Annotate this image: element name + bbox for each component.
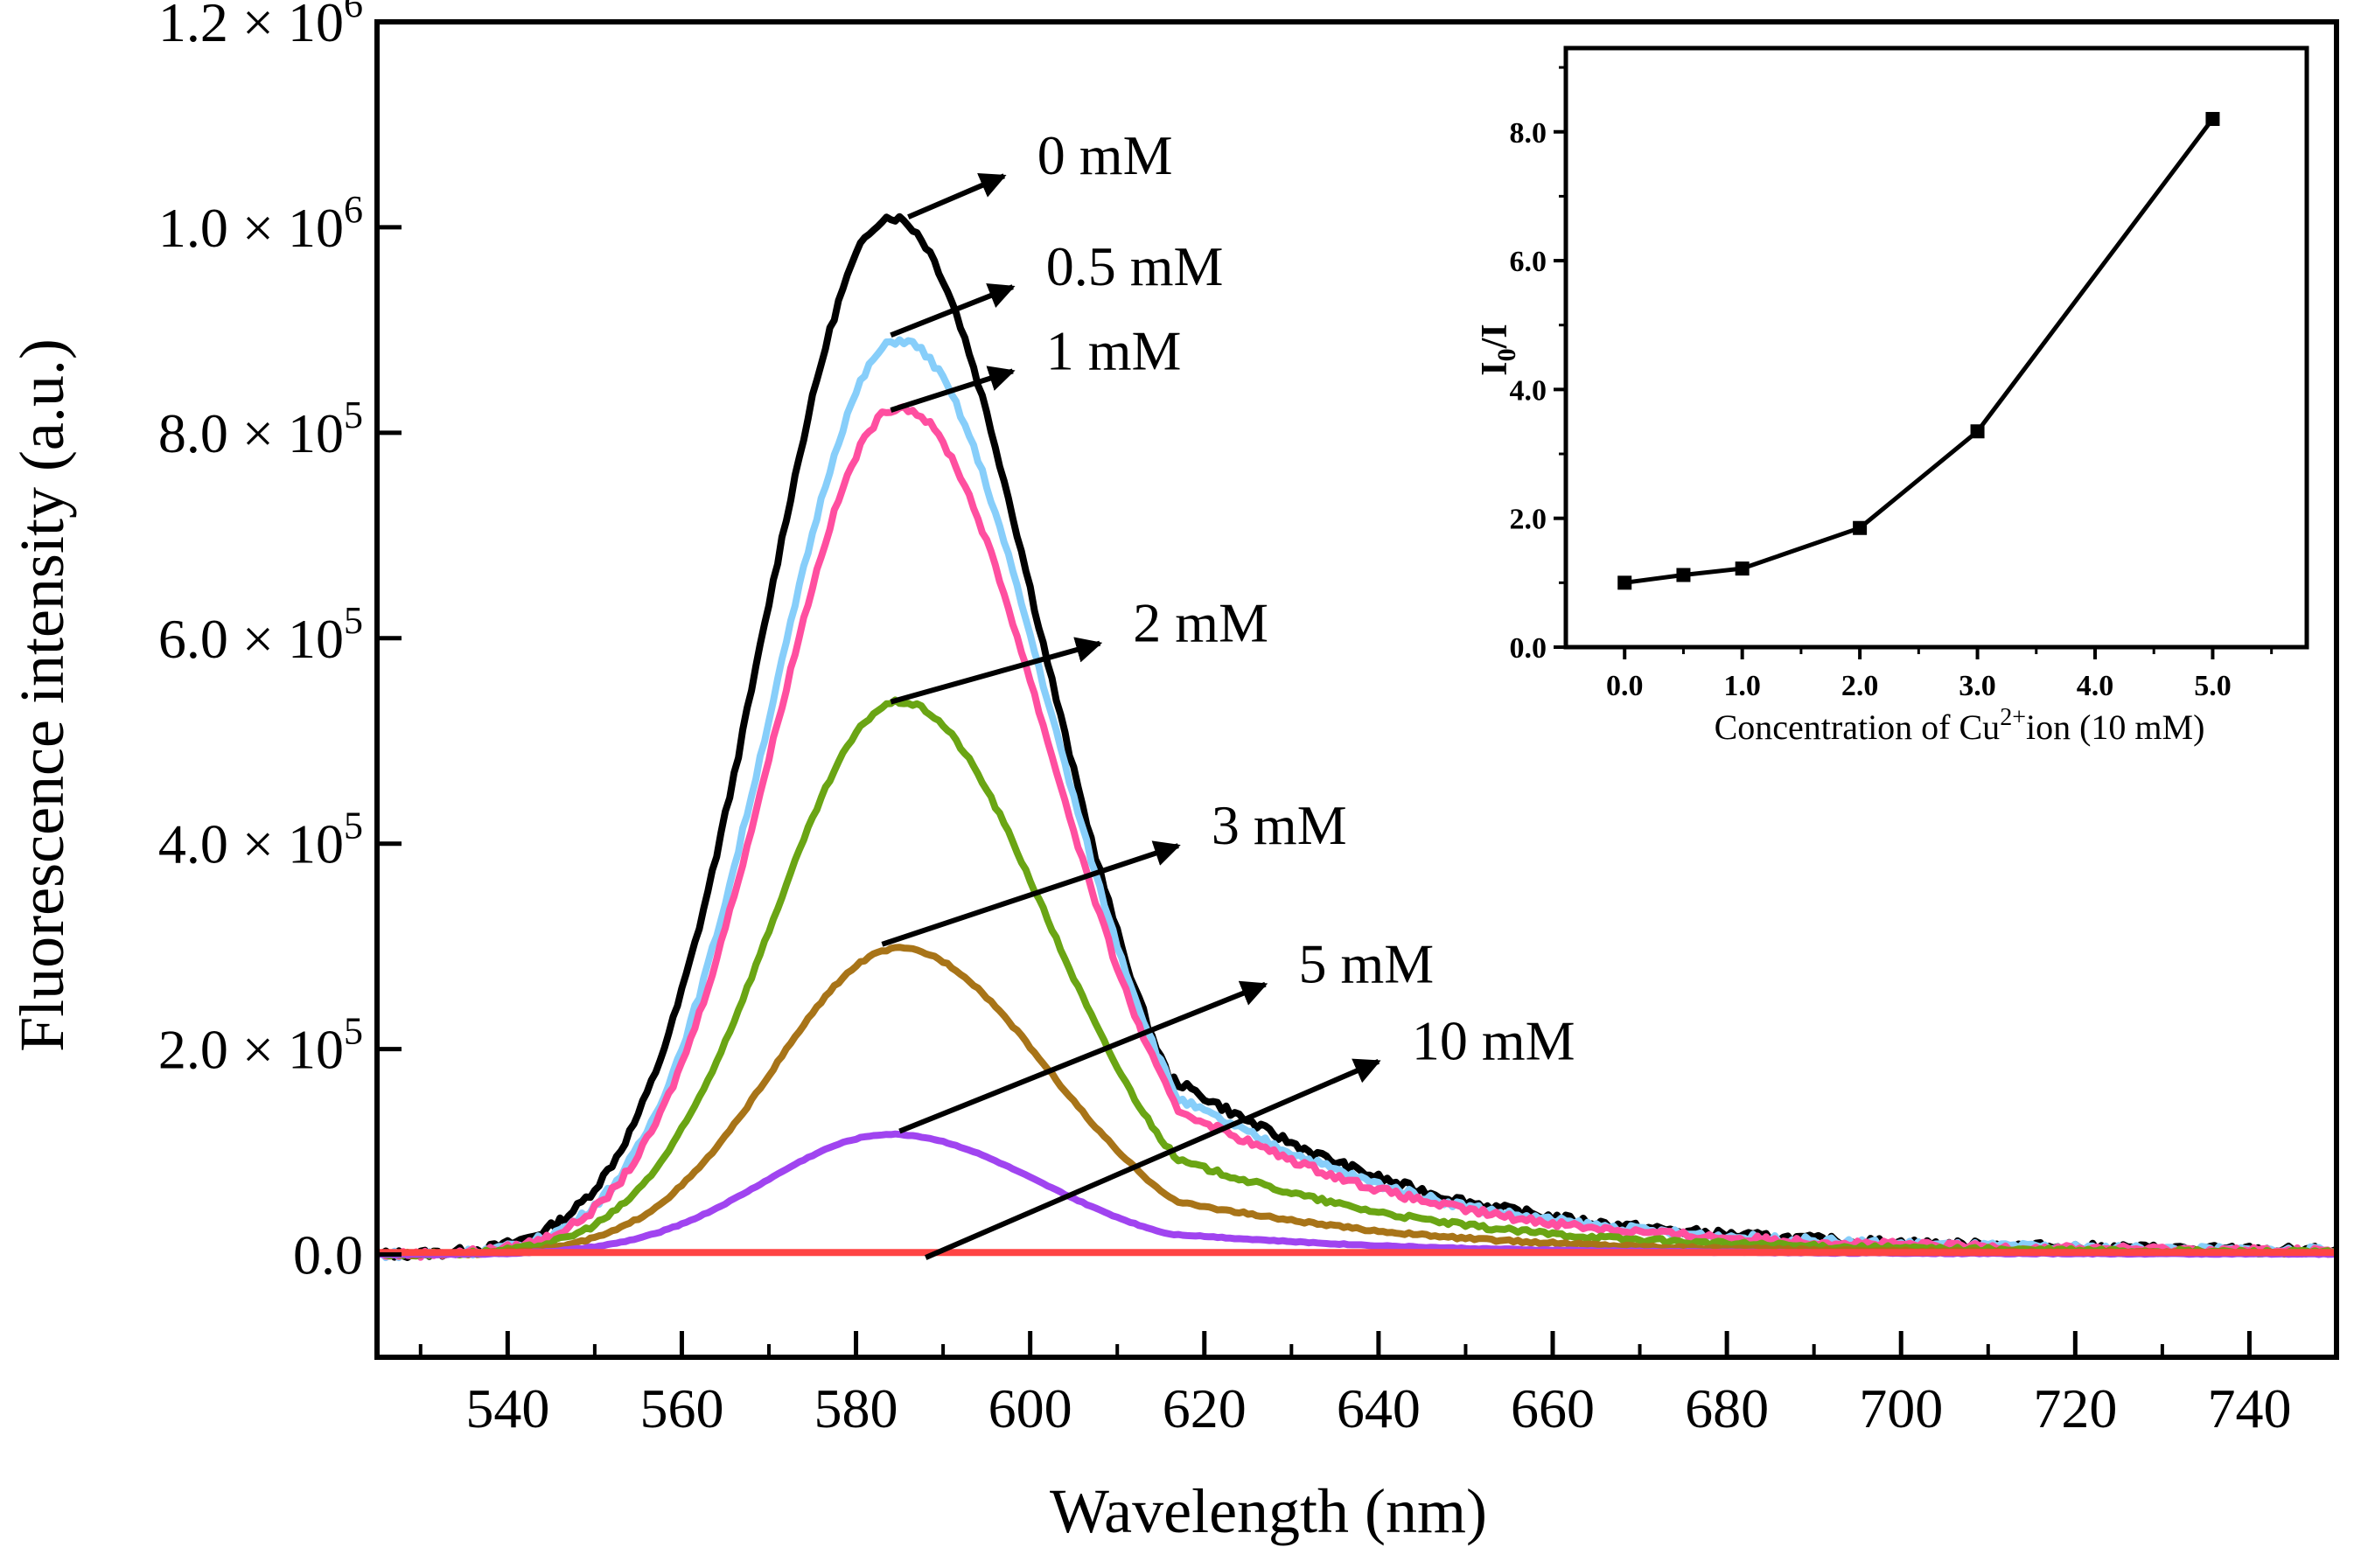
series-label-3-mM: 3 mM bbox=[1212, 794, 1347, 856]
x-tick-label-580: 580 bbox=[814, 1377, 898, 1439]
series-label-1-mM: 1 mM bbox=[1046, 319, 1182, 381]
x-tick-label-560: 560 bbox=[639, 1377, 723, 1439]
inset-x-axis-label: Concentration of Cu2+ion (10 mM) bbox=[1715, 704, 2205, 747]
inset-frame bbox=[1563, 45, 2309, 650]
y-tick-label: 6.0 × 105 bbox=[158, 599, 363, 670]
inset-data-point bbox=[1617, 575, 1632, 590]
arrow-0_5-mM bbox=[890, 283, 1016, 338]
arrow-0-mM bbox=[907, 173, 1007, 220]
arrow-5-mM bbox=[898, 980, 1268, 1134]
series-label-0-mM: 0 mM bbox=[1037, 124, 1173, 186]
y-tick-label: 8.0 × 105 bbox=[158, 394, 363, 464]
inset-x-tick-label: 3.0 bbox=[1959, 670, 1996, 702]
inset-data-point bbox=[1676, 568, 1691, 582]
x-tick-label-640: 640 bbox=[1337, 1377, 1421, 1439]
inset-data-point bbox=[1970, 424, 1985, 439]
inset-y-axis-label: I0/I bbox=[1475, 324, 1521, 375]
series-label-0_5-mM: 0.5 mM bbox=[1046, 235, 1224, 297]
inset-x-tick-label: 0.0 bbox=[1606, 670, 1644, 702]
y-axis-label: Fluorescence intensity (a.u.) bbox=[7, 338, 77, 1052]
series-label-10-mM: 10 mM bbox=[1412, 1010, 1575, 1072]
y-tick-label: 1.2 × 106 bbox=[158, 0, 363, 53]
arrow-10-mM bbox=[925, 1058, 1381, 1260]
arrow-1-mM bbox=[890, 366, 1016, 413]
inset-x-tick-label: 5.0 bbox=[2194, 670, 2232, 702]
inset-y-tick-label: 8.0 bbox=[1510, 117, 1547, 150]
inset-y-tick-label: 0.0 bbox=[1510, 632, 1547, 665]
x-tick-label-600: 600 bbox=[988, 1377, 1072, 1439]
x-tick-label-700: 700 bbox=[1859, 1377, 1943, 1439]
inset-data-point bbox=[1853, 520, 1868, 535]
inset-data-point bbox=[1735, 561, 1750, 576]
arrow-2-mM bbox=[890, 637, 1103, 705]
x-tick-label-720: 720 bbox=[2033, 1377, 2117, 1439]
inset-y-tick-label: 4.0 bbox=[1510, 374, 1547, 407]
x-tick-label-620: 620 bbox=[1163, 1377, 1247, 1439]
series-label-2-mM: 2 mM bbox=[1133, 592, 1268, 654]
x-tick-label-680: 680 bbox=[1685, 1377, 1769, 1439]
y-tick-label: 1.0 × 106 bbox=[158, 188, 363, 259]
inset-data-point bbox=[2205, 112, 2220, 127]
inset-y-tick-label: 2.0 bbox=[1510, 504, 1547, 536]
inset-chart: 0.0 1.0 2.0 3.0 4.0 5.0 0.0 2.0 4.0 6.0 8.0 Concen… bbox=[1475, 45, 2309, 747]
inset-x-tick-label: 4.0 bbox=[2077, 670, 2114, 702]
x-axis-label: Wavelength (nm) bbox=[1050, 1476, 1487, 1546]
inset-x-tick-label: 1.0 bbox=[1723, 670, 1761, 702]
series-label-5-mM: 5 mM bbox=[1298, 933, 1434, 995]
inset-y-tick-label: 6.0 bbox=[1510, 246, 1547, 278]
main-plot-frame bbox=[374, 19, 2339, 1360]
y-tick-label: 2.0 × 105 bbox=[158, 1010, 363, 1081]
inset-series-line bbox=[1624, 117, 2215, 585]
arrow-3-mM bbox=[881, 840, 1181, 947]
inset-x-tick-label: 2.0 bbox=[1841, 670, 1879, 702]
x-tick-label-740: 740 bbox=[2207, 1377, 2291, 1439]
x-tick-label-540: 540 bbox=[465, 1377, 549, 1439]
y-tick-label: 0.0 bbox=[293, 1224, 363, 1286]
y-tick-label: 4.0 × 105 bbox=[158, 805, 363, 875]
x-tick-label-660: 660 bbox=[1511, 1377, 1595, 1439]
